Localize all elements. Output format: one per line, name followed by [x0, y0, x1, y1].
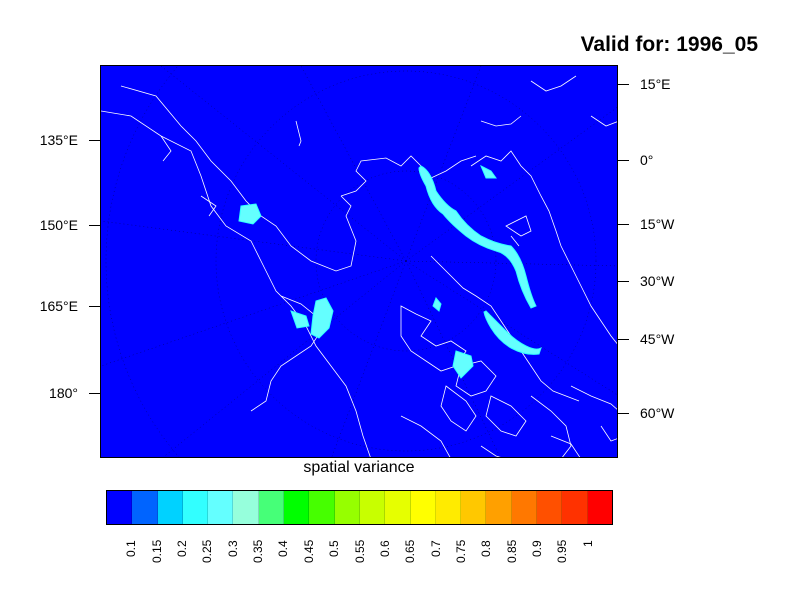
colorbar-box [208, 491, 234, 524]
colorbar-label: 0.3 [225, 540, 240, 557]
colorbar-box [562, 491, 588, 524]
colorbar-label: 0.6 [377, 540, 392, 557]
colorbar-box [385, 491, 411, 524]
right-tick [618, 84, 629, 85]
colorbar-box [511, 491, 538, 524]
left-axis-label: 135°E [39, 132, 78, 148]
colorbar-label: 0.85 [504, 539, 519, 563]
colorbar-box [258, 491, 285, 524]
colorbar-label: 0.45 [301, 539, 316, 563]
left-tick [89, 140, 100, 141]
colorbar-label: 0.4 [276, 540, 291, 557]
left-tick [89, 306, 100, 307]
colorbar-label: 0.35 [251, 539, 266, 563]
colorbar-box [486, 491, 512, 524]
colorbar-label: 0.9 [529, 540, 544, 557]
colorbar-box [410, 491, 436, 524]
colorbar-box [132, 491, 158, 524]
colorbar-label: 0.1 [124, 540, 139, 557]
colorbar-label: 0.55 [352, 539, 367, 563]
colorbar-box [334, 491, 360, 524]
graticule [101, 66, 617, 457]
colorbar-box [359, 491, 386, 524]
right-axis-label: 60°W [640, 405, 675, 421]
right-axis-label: 0° [640, 152, 654, 168]
colorbar-label: 0.65 [403, 539, 418, 563]
variance-highlights [238, 164, 542, 379]
right-tick [618, 281, 629, 282]
colorbar-box [107, 491, 133, 524]
colorbar-box [587, 491, 612, 524]
coastlines [101, 75, 617, 457]
colorbar-label: 0.25 [200, 539, 215, 563]
colorbar-label: 1 [580, 540, 595, 547]
left-axis-label: 165°E [39, 298, 78, 314]
colorbar-box [284, 491, 310, 524]
colorbar-box [157, 491, 183, 524]
right-tick [618, 339, 629, 340]
colorbar-box [537, 491, 563, 524]
colorbar-label: 0.8 [479, 540, 494, 557]
colorbar-label: 0.2 [175, 540, 190, 557]
right-tick [618, 160, 629, 161]
right-axis-label: 15°E [640, 76, 671, 92]
colorbar-box [309, 491, 335, 524]
colorbar-box [435, 491, 462, 524]
right-tick [618, 224, 629, 225]
colorbar [106, 490, 613, 525]
colorbar-label: 0.7 [428, 540, 443, 557]
colorbar-label: 0.75 [453, 539, 468, 563]
right-axis-label: 15°W [640, 216, 675, 232]
left-axis-label: 180° [49, 385, 78, 401]
colorbar-box [182, 491, 209, 524]
colorbar-label: 0.15 [149, 539, 164, 563]
map-panel [100, 65, 618, 458]
colorbar-box [233, 491, 259, 524]
chart-title: Valid for: 1996_05 [580, 33, 758, 56]
right-axis-label: 30°W [640, 273, 675, 289]
colorbar-box [461, 491, 487, 524]
right-tick [618, 413, 629, 414]
left-axis-label: 150°E [39, 217, 78, 233]
colorbar-label: 0.95 [555, 539, 570, 563]
right-axis-label: 45°W [640, 331, 675, 347]
map-svg [101, 66, 617, 457]
colorbar-label: 0.5 [327, 540, 342, 557]
x-axis-label: spatial variance [303, 459, 415, 476]
left-tick [89, 225, 100, 226]
left-tick [89, 393, 100, 394]
